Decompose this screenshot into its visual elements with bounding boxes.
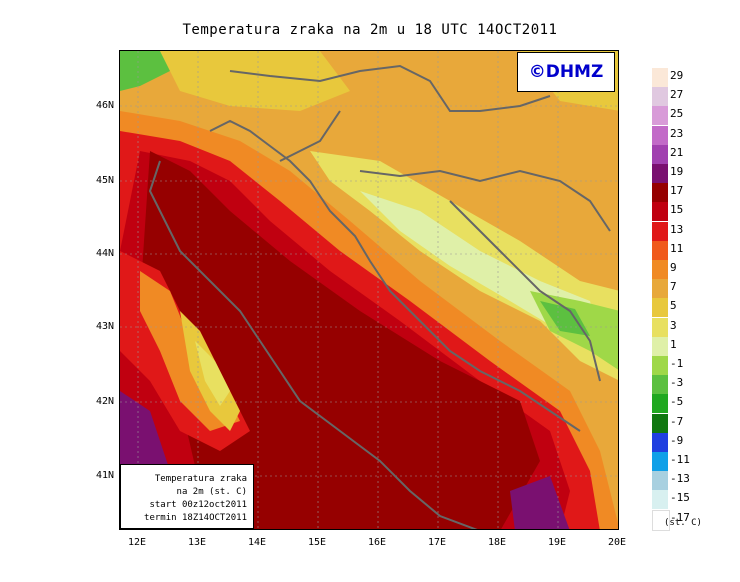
colorbar-label: 3 [670, 318, 677, 332]
lat-label: 43N [95, 321, 114, 332]
colorbar-swatch [652, 298, 668, 318]
colorbar-swatch [652, 183, 668, 203]
colorbar-label: 15 [670, 203, 684, 217]
colorbar-swatch [652, 394, 668, 414]
colorbar-label: -11 [670, 453, 690, 466]
colorbar-swatch [652, 68, 668, 87]
colorbar-label: -5 [670, 395, 684, 409]
colorbar-label: 27 [670, 88, 684, 102]
colorbar-swatch [652, 452, 668, 471]
colorbar-swatch [652, 260, 668, 279]
info-line: na 2m (st. C) [176, 487, 247, 497]
colorbar-label: 9 [670, 261, 677, 274]
colorbar-swatch [652, 336, 668, 356]
colorbar-label: -7 [670, 414, 684, 428]
colorbar-swatch [652, 509, 670, 531]
temperature-field [120, 51, 618, 529]
colorbar-swatch [652, 125, 668, 145]
colorbar-label: 13 [670, 222, 684, 236]
colorbar-swatch [652, 356, 668, 375]
colorbar-swatch [652, 375, 668, 395]
lon-label: 15E [307, 537, 327, 548]
lon-label: 18E [487, 537, 507, 548]
colorbar-label: 23 [670, 126, 684, 140]
colorbar-swatch [652, 202, 668, 222]
colorbar-label: 5 [670, 299, 677, 313]
colorbar-swatch [652, 221, 668, 241]
dhmz-logo: ©DHMZ [517, 52, 615, 92]
lat-label: 42N [95, 396, 114, 407]
lat-label: 44N [95, 248, 114, 259]
lon-label: 19E [547, 537, 567, 548]
lat-label: 45N [95, 175, 114, 186]
colorbar-label: -15 [670, 491, 690, 505]
info-line: termin 18Z14OCT2011 [144, 513, 247, 523]
colorbar-label: 7 [670, 280, 677, 294]
lon-label: 20E [607, 537, 627, 548]
colorbar-label: 11 [670, 241, 684, 255]
lon-label: 12E [127, 537, 147, 548]
colorbar-swatch [652, 87, 668, 107]
colorbar-swatch [652, 317, 668, 337]
colorbar-label: 29 [670, 69, 684, 82]
colorbar-label: -3 [670, 376, 684, 390]
lat-label: 46N [95, 100, 114, 111]
colorbar-label: -13 [670, 472, 690, 486]
info-line: Temperatura zraka [154, 474, 247, 484]
temperature-map [119, 50, 619, 530]
lon-label: 17E [427, 537, 447, 548]
lon-label: 13E [187, 537, 207, 548]
lat-label: 41N [95, 470, 114, 481]
colorbar-swatch [652, 164, 668, 183]
colorbar-label: 19 [670, 165, 684, 178]
colorbar-swatch [652, 279, 668, 299]
colorbar-label: 17 [670, 184, 684, 198]
colorbar-label: 25 [670, 107, 684, 121]
colorbar-label: -1 [670, 357, 684, 370]
colorbar-swatch [652, 471, 668, 491]
colorbar-swatch [652, 413, 668, 433]
colorbar-unit: (st. C) [664, 518, 702, 528]
colorbar-swatch [652, 106, 668, 126]
info-box: Temperatura zraka na 2m (st. C) start 00… [120, 464, 254, 529]
colorbar-swatch [652, 144, 668, 164]
colorbar-label: -9 [670, 433, 684, 447]
colorbar-label: -17 [670, 510, 690, 524]
colorbar-swatch [652, 490, 668, 510]
lon-label: 16E [367, 537, 387, 548]
lon-label: 14E [247, 537, 267, 548]
colorbar-swatch [652, 240, 668, 260]
colorbar-label: 1 [670, 337, 677, 351]
colorbar-swatch [652, 432, 668, 452]
colorbar-label: 21 [670, 145, 684, 159]
map-title: Temperatura zraka na 2m u 18 UTC 14OCT20… [182, 22, 558, 38]
info-line: start 00z12oct2011 [149, 500, 247, 510]
